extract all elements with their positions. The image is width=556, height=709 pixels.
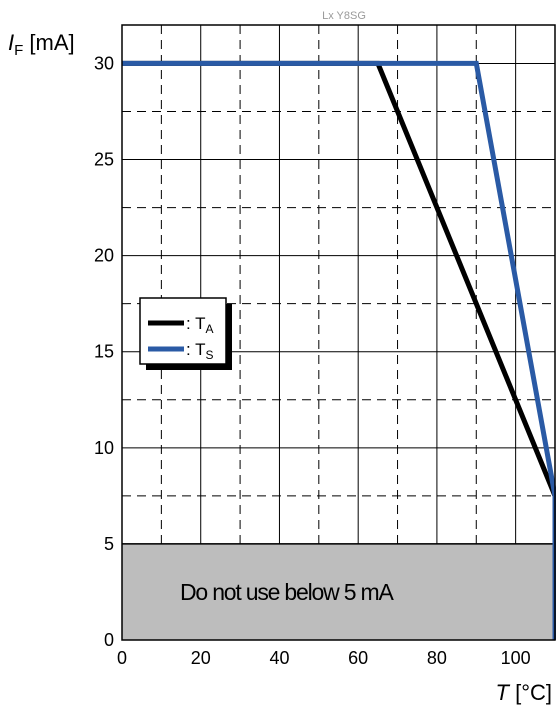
- y-tick-label: 30: [94, 53, 114, 73]
- x-tick-label: 80: [427, 648, 447, 668]
- y-tick-label: 0: [104, 630, 114, 650]
- watermark: Lx Y8SG: [322, 10, 366, 22]
- x-tick-label: 0: [117, 648, 127, 668]
- plot-frame: [121, 24, 556, 641]
- x-axis-label: T [°C]: [496, 680, 552, 705]
- x-tick-label: 100: [501, 648, 531, 668]
- legend: : TA : TS: [139, 297, 232, 370]
- y-tick-labels: 0 5 10 15 20 25 30: [94, 53, 114, 650]
- y-axis-subscript: F: [14, 42, 23, 59]
- x-axis-unit: [°C]: [509, 680, 552, 705]
- forbidden-zone: Do not use below 5 mA: [122, 543, 555, 640]
- y-axis-label: IF [mA]: [8, 30, 75, 59]
- x-tick-label: 20: [191, 648, 211, 668]
- x-tick-label: 40: [269, 648, 289, 668]
- forbidden-zone-label: Do not use below 5 mA: [180, 579, 394, 605]
- y-tick-label: 20: [94, 246, 114, 266]
- y-tick-label: 25: [94, 150, 114, 170]
- y-axis-symbol: I: [8, 30, 14, 55]
- y-tick-label: 15: [94, 342, 114, 362]
- y-tick-label: 5: [104, 534, 114, 554]
- x-tick-label: 60: [348, 648, 368, 668]
- legend-label: : TS: [186, 340, 214, 362]
- legend-label: : TA: [186, 314, 214, 336]
- x-tick-labels: 0 20 40 60 80 100: [117, 648, 531, 668]
- y-axis-unit: [mA]: [23, 30, 74, 55]
- x-axis-symbol: T: [496, 680, 511, 705]
- forbidden-zone-fill: [122, 543, 555, 640]
- y-tick-label: 10: [94, 438, 114, 458]
